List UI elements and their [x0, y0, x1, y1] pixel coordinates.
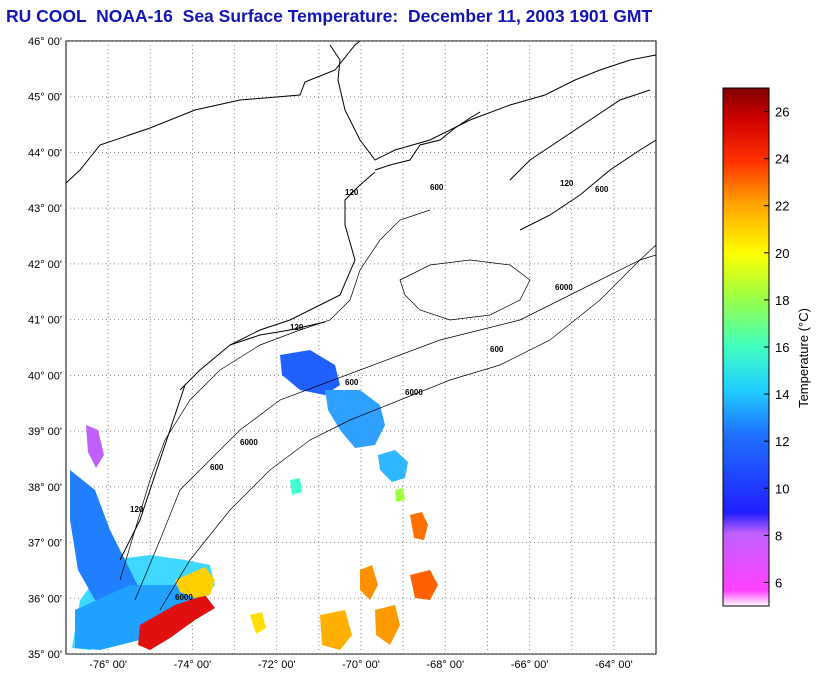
- isobath-120: [119, 209, 431, 581]
- isobath-label: 6000: [240, 438, 258, 447]
- colorbar-ticks: 6 8 10 12 14 16 18 20 22 24 26: [764, 105, 789, 590]
- sst-patch-offshore-7: [290, 478, 302, 495]
- border-line: [66, 41, 361, 184]
- isobath-6000: [159, 244, 656, 611]
- isobath-label: 120: [560, 179, 574, 188]
- sst-patch-offshore-5: [320, 610, 352, 650]
- sst-patch-offshore-2: [410, 512, 428, 540]
- coast-delmarva: [119, 384, 186, 561]
- lat-tick-label: 41° 00': [28, 315, 62, 327]
- lat-tick-label: 40° 00': [28, 370, 62, 382]
- isobath-label: 120: [130, 505, 144, 514]
- isobath-layer: [119, 209, 656, 611]
- lat-tick-label: 46° 00': [28, 36, 62, 48]
- colorbar-tick-label: 24: [775, 152, 789, 167]
- isobath-label: 6000: [555, 283, 573, 292]
- sst-data-layer: [70, 350, 438, 650]
- isobath-label: 6000: [405, 388, 423, 397]
- isobath-600: [134, 254, 656, 601]
- coast-mid-atlantic: [179, 171, 376, 391]
- colorbar-label: Temperature (°C): [796, 308, 811, 408]
- lon-tick-label: -66° 00': [511, 659, 549, 671]
- map-title: RU COOL NOAA-16 Sea Surface Temperature:…: [6, 6, 653, 26]
- coast-maine: [374, 111, 481, 171]
- sst-patch-warm-edge: [175, 567, 215, 598]
- colorbar-tick-label: 14: [775, 387, 789, 402]
- lon-tick-label: -72° 00': [258, 659, 296, 671]
- sst-patch-offshore-4: [360, 565, 378, 600]
- lon-tick-label: -70° 00': [342, 659, 380, 671]
- latitude-labels: 35° 00' 36° 00' 37° 00' 38° 00' 39° 00' 40° 0…: [28, 36, 62, 661]
- isobath-label: 600: [430, 183, 444, 192]
- sst-patch-gulfstream-warm: [138, 595, 215, 650]
- lat-tick-label: 35° 00': [28, 649, 62, 661]
- colorbar-tick-label: 16: [775, 340, 789, 355]
- lat-tick-label: 44° 00': [28, 147, 62, 159]
- coast-long-island: [229, 321, 326, 346]
- isobath-label: 600: [345, 378, 359, 387]
- colorbar-tick-label: 8: [775, 528, 782, 543]
- sst-patch-offshore-1: [378, 450, 408, 482]
- lon-tick-label: -68° 00': [426, 659, 464, 671]
- sst-patch-offshore-8: [395, 488, 405, 502]
- lat-tick-label: 37° 00': [28, 538, 62, 550]
- sst-patch-georges: [280, 350, 340, 395]
- colorbar-tick-label: 10: [775, 481, 789, 496]
- coast-new-england: [329, 44, 656, 161]
- lat-tick-label: 45° 00': [28, 92, 62, 104]
- isobath-label: 120: [290, 323, 304, 332]
- coastline-layer: [66, 41, 656, 561]
- map-frame: [65, 40, 657, 655]
- lon-tick-label: -64° 00': [595, 659, 633, 671]
- colorbar-tick-label: 6: [775, 575, 782, 590]
- lat-tick-label: 43° 00': [28, 203, 62, 215]
- sst-patch-slope: [325, 390, 385, 448]
- lon-tick-label: -76° 00': [89, 659, 127, 671]
- colorbar-tick-label: 18: [775, 293, 789, 308]
- sst-patch-nj-shelf: [75, 585, 200, 650]
- colorbar-tick-label: 12: [775, 434, 789, 449]
- sst-patch-delaware: [86, 425, 104, 468]
- colorbar-tick-label: 22: [775, 199, 789, 214]
- sst-patch-offshore-3: [410, 570, 438, 600]
- coast-nova-scotia: [519, 139, 656, 231]
- lon-tick-label: -74° 00': [174, 659, 212, 671]
- colorbar: [722, 87, 770, 607]
- isobath-label: 600: [595, 185, 609, 194]
- longitude-labels: -76° 00' -74° 00' -72° 00' -70° 00' -68° 00'…: [89, 659, 632, 671]
- colorbar-tick-label: 26: [775, 105, 789, 120]
- isobath-label: 600: [490, 345, 504, 354]
- lat-tick-label: 36° 00': [28, 593, 62, 605]
- lat-tick-label: 39° 00': [28, 426, 62, 438]
- colorbar-tick-label: 20: [775, 246, 789, 261]
- isobath-georges-bank: [399, 259, 531, 321]
- isobath-label: 120: [345, 188, 359, 197]
- coast-bay-of-fundy: [509, 89, 651, 181]
- lat-tick-label: 38° 00': [28, 482, 62, 494]
- sst-patch-offshore-9: [250, 612, 266, 634]
- sst-patch-offshore-6: [375, 605, 400, 645]
- isobath-label: 6000: [175, 593, 193, 602]
- isobath-label: 600: [210, 463, 224, 472]
- lat-tick-label: 42° 00': [28, 259, 62, 271]
